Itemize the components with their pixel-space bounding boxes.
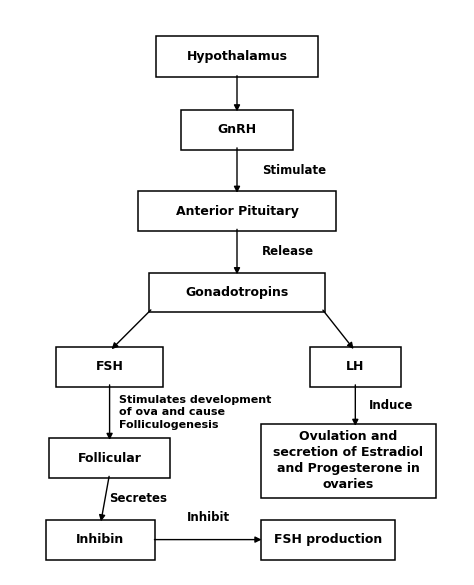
Text: Inhibit: Inhibit bbox=[186, 511, 229, 524]
Text: GnRH: GnRH bbox=[218, 123, 256, 136]
FancyBboxPatch shape bbox=[46, 519, 155, 559]
FancyBboxPatch shape bbox=[149, 273, 325, 312]
FancyBboxPatch shape bbox=[310, 347, 401, 387]
Text: Gonadotropins: Gonadotropins bbox=[185, 286, 289, 299]
Text: Follicular: Follicular bbox=[78, 452, 142, 464]
Text: Anterior Pituitary: Anterior Pituitary bbox=[175, 205, 299, 218]
Text: Hypothalamus: Hypothalamus bbox=[186, 50, 288, 63]
FancyBboxPatch shape bbox=[261, 424, 436, 498]
Text: Release: Release bbox=[262, 245, 314, 259]
FancyBboxPatch shape bbox=[181, 110, 293, 150]
FancyBboxPatch shape bbox=[56, 347, 163, 387]
Text: Stimulate: Stimulate bbox=[262, 164, 326, 177]
FancyBboxPatch shape bbox=[49, 438, 170, 478]
FancyBboxPatch shape bbox=[156, 36, 318, 77]
Text: Inhibin: Inhibin bbox=[76, 533, 125, 546]
Text: Secretes: Secretes bbox=[109, 493, 168, 505]
Text: Induce: Induce bbox=[369, 399, 413, 412]
FancyBboxPatch shape bbox=[261, 519, 395, 559]
Text: FSH production: FSH production bbox=[274, 533, 382, 546]
Text: Ovulation and
secretion of Estradiol
and Progesterone in
ovaries: Ovulation and secretion of Estradiol and… bbox=[273, 431, 423, 491]
FancyBboxPatch shape bbox=[138, 191, 336, 231]
Text: Stimulates development
of ova and cause
Folliculogenesis: Stimulates development of ova and cause … bbox=[118, 395, 271, 430]
Text: LH: LH bbox=[346, 360, 365, 373]
Text: FSH: FSH bbox=[96, 360, 124, 373]
